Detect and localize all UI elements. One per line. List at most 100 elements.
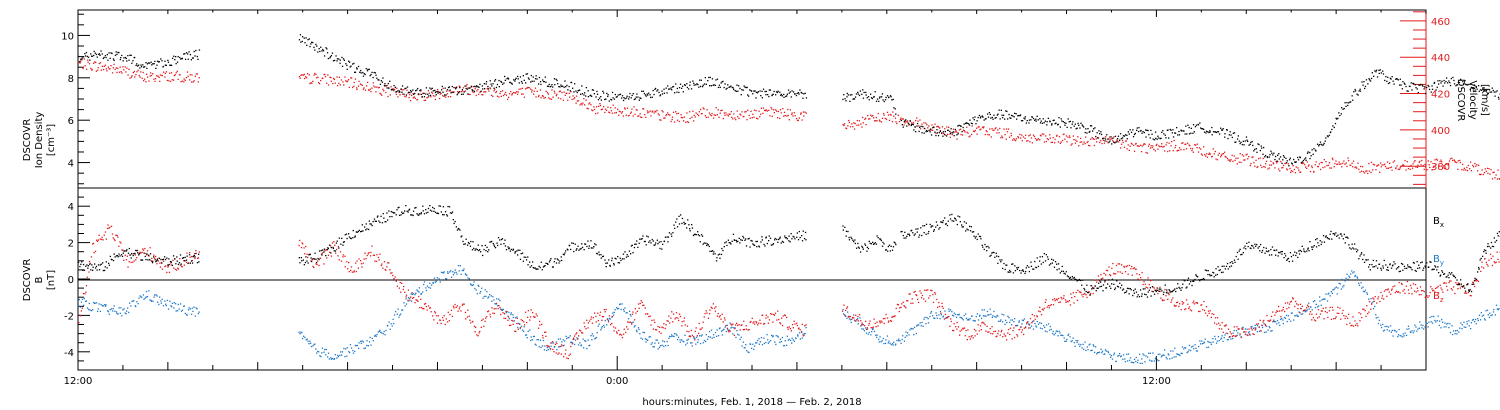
density-density-point <box>164 60 166 62</box>
density-density-point <box>1016 118 1018 120</box>
velocity-velocity-point <box>694 116 696 118</box>
velocity-velocity-point <box>437 90 439 93</box>
velocity-velocity-point <box>311 82 313 84</box>
velocity-velocity-point <box>1231 154 1233 156</box>
density-density-point <box>1250 141 1252 144</box>
density-density-point <box>1171 132 1173 134</box>
velocity-velocity-point <box>635 109 637 111</box>
density-density-point <box>978 114 981 117</box>
density-density-point <box>661 90 663 92</box>
bfield-by-point <box>458 270 460 272</box>
density-density-point <box>373 71 375 74</box>
velocity-velocity-point <box>852 126 854 128</box>
density-density-point <box>1114 142 1116 144</box>
velocity-velocity-point <box>376 86 378 88</box>
bfield-by-point <box>1291 312 1293 314</box>
density-density-point <box>382 77 384 79</box>
bfield-bz-point <box>101 236 103 239</box>
bfield-bz-point <box>841 310 844 312</box>
bfield-by-point <box>354 344 356 347</box>
velocity-velocity-point <box>771 108 773 110</box>
velocity-velocity-point <box>318 82 320 84</box>
bfield-by-point <box>1447 322 1449 324</box>
velocity-velocity-point <box>1451 157 1453 159</box>
bfield-by-point <box>933 317 935 319</box>
bfield-bz-point <box>860 320 862 322</box>
bfield-by-point <box>1109 353 1111 356</box>
bfield-bz-point <box>80 310 82 312</box>
bfield-by-point <box>360 340 362 342</box>
bfield-bz-point <box>894 315 896 317</box>
bfield-by-point <box>333 358 335 360</box>
density-density-point <box>346 68 348 70</box>
density-density-point <box>1166 129 1168 131</box>
density-density-point <box>1369 79 1371 81</box>
bfield-by-point <box>137 303 139 305</box>
bfield-by-point <box>435 280 437 283</box>
bfield-bz-point <box>436 322 439 324</box>
velocity-velocity-point <box>842 124 844 126</box>
density-density-point <box>102 57 104 60</box>
density-density-point <box>734 90 736 92</box>
bfield-bz-point <box>311 259 313 261</box>
bfield-by-point <box>438 279 440 281</box>
bfield-bz-point <box>643 304 645 306</box>
density-density-point <box>849 100 851 102</box>
density-density-point <box>679 83 682 85</box>
bfield-by-point <box>591 339 593 341</box>
density-density-point <box>639 97 641 99</box>
velocity-velocity-point <box>449 96 452 98</box>
bfield-by-point <box>958 313 960 316</box>
density-density-point <box>1276 160 1278 162</box>
density-density-point <box>1058 117 1060 119</box>
velocity-velocity-point <box>1230 159 1232 161</box>
velocity-velocity-point <box>756 117 758 119</box>
velocity-velocity-point <box>1381 164 1383 166</box>
velocity-velocity-point <box>161 74 163 77</box>
density-density-point <box>172 57 174 59</box>
density-density-point <box>1327 136 1329 138</box>
bfield-by-point <box>1212 338 1214 340</box>
density-density-point <box>425 87 428 89</box>
density-density-point <box>436 91 438 93</box>
velocity-velocity-point <box>599 103 601 105</box>
bfield-bz-point <box>613 326 615 328</box>
bfield-bz-point <box>505 317 507 320</box>
bfield-by-point <box>1386 329 1388 331</box>
density-density-point <box>81 57 84 59</box>
bfield-bz-point <box>411 292 413 294</box>
bfield-by-point <box>366 340 368 342</box>
velocity-velocity-point <box>1389 162 1391 164</box>
bfield-by-point <box>456 273 458 275</box>
bfield-bz-point <box>422 307 424 310</box>
bfield-tick-label: -2 <box>64 311 74 322</box>
density-density-point <box>723 86 725 89</box>
bfield-bz-point <box>325 249 327 251</box>
bfield-by-point <box>162 305 165 307</box>
velocity-velocity-point <box>777 117 779 119</box>
bfield-by-point <box>164 300 166 302</box>
velocity-velocity-point <box>1148 143 1150 145</box>
bfield-bz-point <box>681 321 683 323</box>
density-density-point <box>1297 159 1300 161</box>
density-density-point <box>1006 110 1008 113</box>
bfield-by-point <box>1097 352 1100 354</box>
velocity-velocity-point <box>379 92 381 95</box>
density-density-point <box>1482 87 1484 89</box>
bfield-bz-point <box>934 291 936 294</box>
bfield-by-point <box>1070 340 1072 343</box>
bfield-by-point <box>655 339 657 341</box>
density-density-point <box>985 118 987 120</box>
density-density-point <box>944 130 946 133</box>
velocity-velocity-point <box>929 129 931 131</box>
velocity-velocity-point <box>1431 169 1433 171</box>
density-density-point <box>928 129 930 132</box>
bfield-bz-point <box>89 262 91 264</box>
velocity-velocity-point <box>108 68 110 70</box>
density-density-point <box>153 63 155 65</box>
velocity-velocity-point <box>1180 149 1182 151</box>
density-density-point <box>720 82 722 84</box>
bfield-bz-point <box>758 322 760 324</box>
bfield-by-point <box>1167 353 1169 355</box>
bfield-bz-point <box>149 247 151 249</box>
